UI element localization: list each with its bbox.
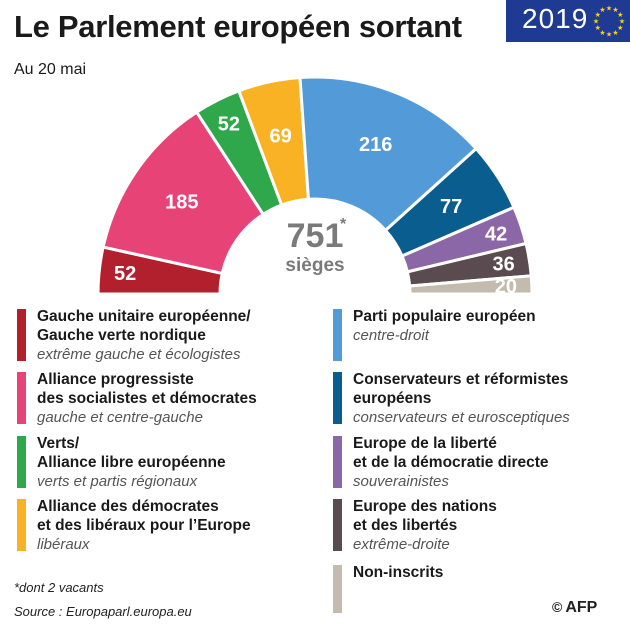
legend-name: Verts/ (37, 435, 80, 452)
legend-description: extrême-droite (353, 536, 450, 553)
eu-star-icon: ★ (612, 29, 618, 37)
legend-name: Non-inscrits (353, 564, 444, 581)
legend-description: libéraux (37, 536, 90, 553)
seat-slice-label: 52 (218, 114, 240, 136)
copyright-icon: © (552, 599, 563, 615)
legend-name: Conservateurs et réformistes (353, 371, 569, 388)
total-seats-label: sièges (285, 255, 345, 276)
seat-slice-label: 69 (269, 126, 291, 148)
legend-name: Europe des nations (353, 498, 497, 515)
legend-swatch (17, 436, 26, 488)
legend-name: Europe de la liberté (353, 435, 497, 452)
year-badge: 2019 ★ ★ ★ ★ ★ ★ ★ ★ ★ ★ ★ ★ (506, 0, 630, 42)
eu-star-icon: ★ (612, 6, 618, 14)
seat-slice-label: 20 (495, 276, 517, 298)
total-seats: 751 * sièges (265, 216, 365, 276)
legend-swatch (17, 309, 26, 361)
eu-star-icon: ★ (606, 5, 612, 13)
legend-swatch (333, 309, 342, 361)
eu-star-icon: ★ (599, 6, 605, 14)
seat-slice-label: 216 (359, 134, 392, 156)
legend-name: Alliance libre européenne (37, 454, 226, 471)
seat-slice (408, 274, 534, 296)
legend-name: et de la démocratie directe (353, 454, 549, 471)
total-seats-value: 751 (286, 217, 344, 255)
legend-swatch (17, 372, 26, 424)
legend-name: européens (353, 390, 432, 407)
legend-name: des socialistes et démocrates (37, 390, 257, 407)
seat-slice-label: 52 (114, 263, 136, 285)
page-title: Le Parlement européen sortant (14, 9, 462, 44)
legend-name: Gauche verte nordique (37, 327, 206, 344)
legend-swatch (333, 565, 342, 613)
eu-star-icon: ★ (617, 24, 623, 32)
eu-star-icon: ★ (593, 18, 599, 26)
year-badge-label: 2019 (522, 3, 589, 34)
legend-description: centre-droit (353, 327, 429, 344)
legend-name: et des libertés (353, 517, 458, 534)
legend-name: Gauche unitaire européenne/ (37, 308, 251, 325)
legend-swatch (333, 499, 342, 551)
eu-star-icon: ★ (595, 24, 601, 32)
total-seats-marker: * (340, 216, 347, 233)
legend-description: souverainistes (353, 473, 449, 490)
seat-slice-label: 36 (492, 254, 514, 276)
legend-name: Parti populaire européen (353, 308, 536, 325)
eu-star-icon: ★ (606, 31, 612, 39)
eu-star-icon: ★ (619, 18, 625, 26)
legend-description: conservateurs et eurosceptiques (353, 409, 570, 426)
afp-logo-text: AFP (565, 599, 598, 616)
eu-star-icon: ★ (617, 11, 623, 19)
legend-name: Alliance progressiste (37, 371, 194, 388)
seat-slice (298, 75, 479, 233)
legend-name: et des libéraux pour l’Europe (37, 517, 251, 534)
eu-star-icon: ★ (599, 29, 605, 37)
seat-slice-label: 77 (440, 196, 462, 218)
afp-logo: © AFP (552, 599, 597, 617)
seat-slice-label: 42 (485, 223, 507, 245)
footnote: *dont 2 vacants (14, 580, 104, 595)
legend-description: verts et partis régionaux (37, 473, 198, 490)
legend-name: Alliance des démocrates (37, 498, 219, 515)
legend-swatch (17, 499, 26, 551)
source-note: Source : Europaparl.europa.eu (14, 604, 192, 619)
eu-star-icon: ★ (595, 11, 601, 19)
page-subtitle: Au 20 mai (14, 61, 87, 78)
seat-slice-label: 185 (165, 192, 198, 214)
legend-swatch (333, 436, 342, 488)
eu-stars-icon: ★ ★★★★★★★★★★★ (593, 5, 625, 39)
legend-swatch (333, 372, 342, 424)
legend-description: extrême gauche et écologistes (37, 346, 241, 363)
legend-description: gauche et centre-gauche (37, 409, 203, 426)
